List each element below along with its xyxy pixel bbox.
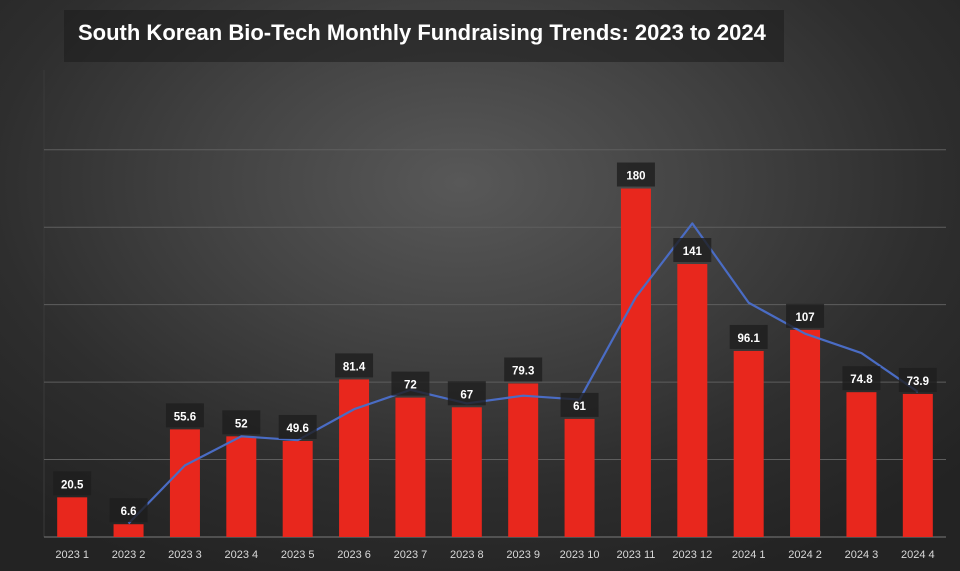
data-label-box (898, 367, 937, 392)
data-label: 72 (404, 380, 417, 392)
data-label-box (447, 381, 486, 406)
bar-2023-5 (282, 440, 313, 537)
data-label: 180 (626, 171, 645, 183)
data-label-box (278, 414, 317, 439)
bar-2024-4 (902, 393, 933, 537)
x-tick-label: 2023 2 (112, 549, 146, 561)
bar-2023-1 (57, 497, 88, 537)
data-label: 74.8 (850, 374, 873, 386)
data-label: 73.9 (907, 376, 929, 388)
bar-2023-7 (395, 397, 426, 537)
data-label-box (53, 471, 92, 496)
data-label: 79.3 (512, 365, 534, 377)
bar-2023-2 (113, 524, 144, 537)
bar-2023-6 (339, 379, 370, 537)
data-label-box (504, 357, 543, 382)
data-label-box (109, 498, 148, 523)
bar-2023-11 (620, 188, 651, 537)
data-label: 52 (235, 418, 248, 430)
bar-2023-9 (508, 383, 539, 537)
data-label: 96.1 (737, 333, 760, 345)
x-tick-label: 2024 2 (788, 549, 822, 561)
bar-2023-12 (677, 264, 708, 537)
bar-2024-1 (733, 350, 764, 537)
data-label-box (673, 238, 712, 263)
data-label: 107 (795, 312, 814, 324)
x-tick-label: 2023 3 (168, 549, 202, 561)
data-label-box (391, 371, 430, 396)
x-tick-label: 2023 10 (560, 549, 600, 561)
x-tick-label: 2024 3 (845, 549, 879, 561)
x-tick-label: 2023 1 (55, 549, 89, 561)
data-label-box (616, 162, 655, 187)
data-label-box (729, 324, 768, 349)
x-tick-label: 2023 8 (450, 549, 484, 561)
data-label-box (335, 353, 374, 378)
data-label-box (165, 403, 204, 428)
data-label: 20.5 (61, 479, 84, 491)
data-label: 61 (573, 401, 586, 413)
bar-2023-10 (564, 418, 595, 537)
bar-2024-2 (790, 329, 821, 537)
x-tick-label: 2023 4 (224, 549, 258, 561)
data-label: 81.4 (343, 361, 366, 373)
bar-2023-4 (226, 436, 257, 537)
x-tick-label: 2024 1 (732, 549, 766, 561)
data-label: 49.6 (286, 423, 308, 435)
data-label: 55.6 (174, 411, 196, 423)
x-tick-label: 2023 7 (394, 549, 428, 561)
bar-2024-3 (846, 392, 877, 537)
bar-2023-8 (451, 407, 482, 537)
data-label-box (842, 366, 881, 391)
x-tick-label: 2023 11 (616, 549, 655, 561)
data-label: 6.6 (121, 506, 137, 518)
data-label: 141 (683, 246, 703, 258)
chart-title: South Korean Bio-Tech Monthly Fundraisin… (78, 20, 766, 45)
bar-2023-3 (169, 429, 200, 537)
x-tick-label: 2024 4 (901, 549, 935, 561)
data-label: 67 (460, 389, 473, 401)
x-tick-label: 2023 12 (672, 549, 712, 561)
title-background (64, 10, 784, 62)
x-tick-label: 2023 6 (337, 549, 371, 561)
data-label-box (786, 303, 825, 328)
x-tick-label: 2023 9 (506, 549, 540, 561)
data-label-box (560, 392, 599, 417)
x-tick-label: 2023 5 (281, 549, 315, 561)
data-label-box (222, 410, 261, 435)
